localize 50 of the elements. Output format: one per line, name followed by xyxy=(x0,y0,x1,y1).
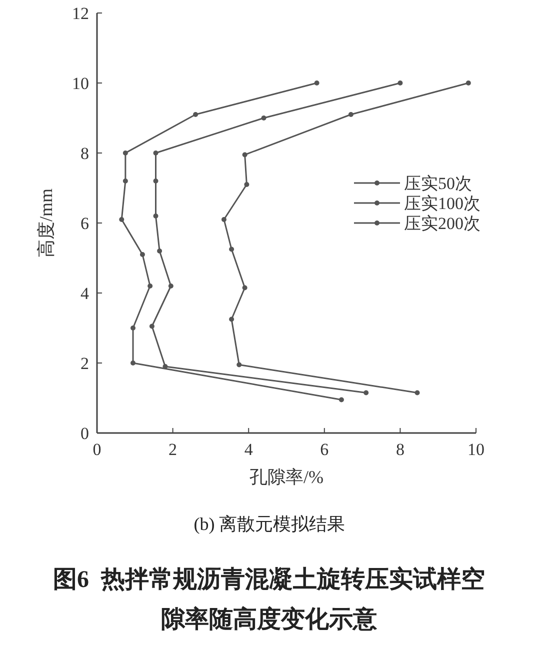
point xyxy=(314,80,320,86)
point xyxy=(149,324,154,329)
point xyxy=(398,80,403,86)
y-tick-label: 4 xyxy=(80,284,90,303)
point xyxy=(153,150,158,156)
point xyxy=(229,246,234,252)
x-tick-label: 0 xyxy=(92,440,102,459)
x-tick-label: 6 xyxy=(320,440,329,459)
x-axis-title: 孔隙率/% xyxy=(250,467,324,487)
y-axis-title: 高度/mm xyxy=(36,188,56,258)
point xyxy=(414,390,420,396)
y-tick-label: 6 xyxy=(80,214,89,233)
point xyxy=(140,252,145,257)
x-tick-label: 4 xyxy=(244,440,254,459)
point xyxy=(244,182,250,187)
point xyxy=(122,178,128,184)
point xyxy=(122,150,128,156)
point xyxy=(119,217,124,222)
point xyxy=(130,326,136,330)
point xyxy=(242,152,248,158)
legend-label: 压实200次 xyxy=(404,214,480,233)
point xyxy=(162,364,168,369)
point xyxy=(236,362,242,368)
y-tick-label: 8 xyxy=(80,144,89,163)
y-tick-label: 12 xyxy=(72,4,89,23)
text: (b) 离散元模拟结果 xyxy=(192,513,346,536)
point xyxy=(229,316,234,322)
legend-label: 压实100次 xyxy=(404,194,480,213)
point xyxy=(193,112,198,117)
point xyxy=(168,284,174,288)
point xyxy=(338,397,344,402)
point xyxy=(130,360,136,366)
point xyxy=(148,284,153,288)
point xyxy=(242,285,248,290)
point xyxy=(348,112,354,117)
text: 图6 热拌常规沥青混凝土旋转压实试样空隙率随高度变化示意 xyxy=(52,565,486,635)
point xyxy=(153,214,158,218)
point xyxy=(364,390,369,396)
legend-label: 压实50次 xyxy=(404,174,472,193)
y-tick-label: 10 xyxy=(72,74,89,93)
y-tick-label: 0 xyxy=(80,424,89,443)
point xyxy=(153,178,158,184)
x-tick-label: 2 xyxy=(168,440,178,459)
point xyxy=(157,248,162,254)
point xyxy=(221,217,226,222)
point xyxy=(261,116,266,120)
point xyxy=(466,80,471,86)
y-tick-label: 2 xyxy=(80,354,89,373)
x-tick-label: 8 xyxy=(396,440,404,459)
x-tick-label: 10 xyxy=(468,440,484,459)
